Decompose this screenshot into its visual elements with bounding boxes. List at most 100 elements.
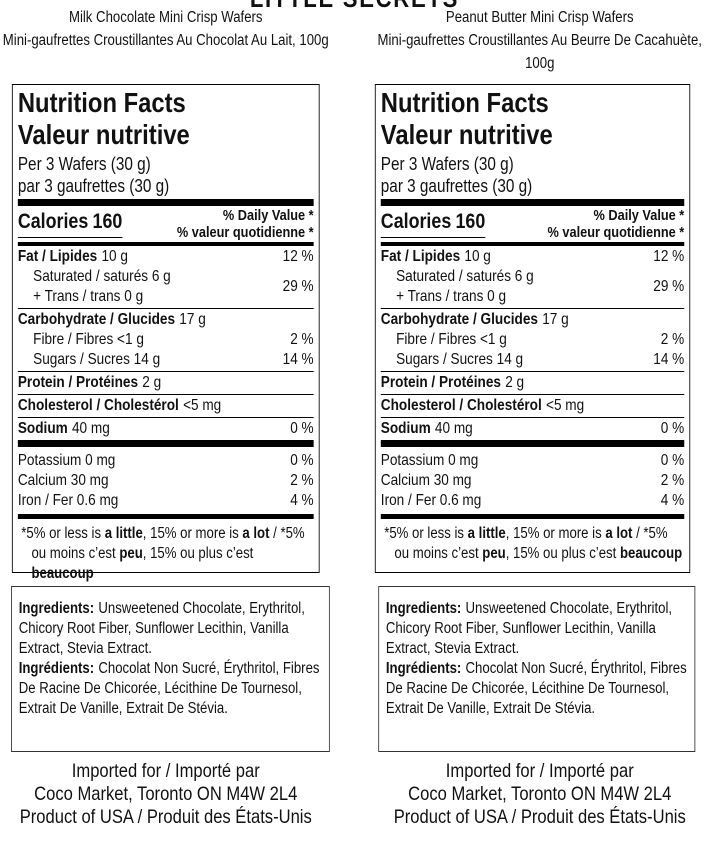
- calories: Calories 160: [17, 210, 123, 238]
- nutrient-amount: 17 g: [542, 311, 569, 328]
- nutrient-label: Carbohydrate / Glucides 17 g: [18, 310, 206, 330]
- nf-title: Nutrition Facts: [380, 87, 549, 118]
- nutrient-amount: 17 g: [179, 311, 206, 328]
- footnote: *5% or less is a little, 15% or more is …: [381, 519, 684, 564]
- daily-value: 0 %: [290, 452, 314, 469]
- calories-label: Calories: [17, 210, 89, 233]
- nutrient-amount: 40 mg: [434, 420, 473, 437]
- ingredients-text-fr: Chocolat Non Sucré, Érythritol, Fibres D…: [18, 660, 320, 717]
- nf-title-fr: Valeur nutritive: [17, 119, 190, 150]
- nutrient-name: + Trans / trans 0 g: [33, 288, 144, 305]
- nutrient-group: Carbohydrate / Glucides 17 g Fibre / Fibre…: [17, 309, 314, 372]
- dv-en: % Daily Value *: [593, 207, 685, 224]
- footnote-part: peu: [482, 545, 506, 562]
- nutrient-name: Potassium 0 mg: [380, 452, 479, 469]
- product-name: Milk Chocolate Mini Crisp Wafers Mini-gau…: [0, 6, 332, 52]
- footer-line: Product of USA / Produit des États-Unis: [19, 806, 312, 828]
- serving-fr: par 3 gaufrettes (30 g): [380, 176, 533, 196]
- nutrient-row: Potassium 0 mg 0 %: [381, 451, 684, 471]
- daily-value: 0 %: [290, 420, 314, 437]
- nutrient-row: Fat / Lipides 10 g 12 %: [18, 247, 314, 267]
- nutrient-row: Fibre / Fibres <1 g 2 %: [18, 330, 314, 350]
- dv-header: % Daily Value *% valeur quotidienne *: [177, 207, 314, 241]
- footnote-part: , 15% ou plus c’est: [142, 545, 254, 562]
- ingredients-label: Ingredients:: [18, 600, 95, 617]
- name-en: Peanut Butter Mini Crisp Wafers: [445, 9, 634, 26]
- nutrient-name: Fat / Lipides: [17, 248, 98, 265]
- footnote-part: peu: [119, 545, 143, 562]
- nutrient-name: Saturated / saturés 6 g: [33, 268, 171, 285]
- nutrient-label: Protein / Protéines 2 g: [18, 373, 161, 393]
- nutrient-name: Fibre / Fibres <1 g: [33, 331, 144, 348]
- nutrient-name: Carbohydrate / Glucides: [17, 311, 176, 328]
- daily-value: 29 %: [282, 278, 314, 295]
- footnote-part: , 15% ou plus c’est: [505, 545, 620, 562]
- footer-line: Imported for / Importé par: [71, 760, 260, 782]
- nutrient-amount: <5 mg: [183, 397, 222, 414]
- nutrient-row: Protein / Protéines 2 g: [381, 373, 684, 393]
- footer-line: Coco Market, Toronto ON M4W 2L4: [34, 783, 298, 805]
- nutrient-label: Fat / Lipides 10 g: [381, 247, 491, 267]
- nutrition-facts: Nutrition Facts Valeur nutritive Per 3 Waf…: [11, 84, 320, 582]
- nutrient-group: Fat / Lipides 10 g 12 % Saturated / saturés…: [380, 246, 685, 309]
- nutrient-name: Saturated / saturés 6 g: [396, 268, 534, 285]
- footnote-part: / *5% ou moins c’est: [31, 525, 305, 562]
- ingredients-fr: Ingrédients: Chocolat Non Sucré, Érythrit…: [386, 659, 688, 719]
- nutrient-name: Calcium 30 mg: [380, 472, 472, 489]
- footnote-part: / *5% ou moins c’est: [394, 525, 668, 562]
- nutrient-name: Sugars / Sucres 14 g: [396, 351, 524, 368]
- nutrient-name: Carbohydrate / Glucides: [380, 311, 538, 328]
- nutrient-row: Sodium 40 mg 0 %: [18, 419, 314, 439]
- ingredients-text: Unsweetened Chocolate, Erythritol, Chico…: [18, 600, 305, 657]
- footnote-part: a lot: [605, 525, 633, 542]
- nutrient-name: + Trans / trans 0 g: [396, 288, 507, 305]
- ingredients: Ingredients: Unsweetened Chocolate, Eryth…: [378, 586, 696, 752]
- dv-fr: % valeur quotidienne *: [547, 224, 685, 241]
- footer-line: Product of USA / Produit des États-Unis: [393, 806, 686, 828]
- nutrient-row: Protein / Protéines 2 g: [18, 373, 314, 393]
- ingredients-fr: Ingrédients: Chocolat Non Sucré, Érythrit…: [19, 659, 322, 719]
- daily-value: 2 %: [290, 331, 314, 348]
- nutrient-label: Sugars / Sucres 14 g: [18, 350, 160, 370]
- nutrient-name: Protein / Protéines: [17, 374, 139, 391]
- nutrient-row: Carbohydrate / Glucides 17 g: [381, 310, 684, 330]
- nutrient-row: Cholesterol / Cholestérol <5 mg: [381, 396, 684, 416]
- nutrient-group: Protein / Protéines 2 g: [17, 372, 314, 395]
- footnote-part: a lot: [242, 525, 270, 542]
- thick-rule: [380, 514, 685, 519]
- daily-value: 0 %: [660, 452, 685, 469]
- nf-title-fr: Valeur nutritive: [380, 119, 553, 150]
- thick-rule: [17, 440, 314, 447]
- footer-line: Coco Market, Toronto ON M4W 2L4: [408, 783, 672, 805]
- calories-row: Calories 160 % Daily Value *% valeur quoti…: [17, 206, 314, 242]
- daily-value: 4 %: [660, 492, 685, 509]
- nutrient-name: Calcium 30 mg: [17, 472, 109, 489]
- ingredients-text: Unsweetened Chocolate, Erythritol, Chico…: [385, 600, 673, 657]
- nutrient-label: Protein / Protéines 2 g: [381, 373, 524, 393]
- footnote-part: *5% or less is: [21, 525, 105, 542]
- nutrient-group: Cholesterol / Cholestérol <5 mg: [380, 395, 685, 418]
- nutrient-label: Calcium 30 mg: [18, 471, 109, 491]
- nutrient-label: Saturated / saturés 6 g + Trans / trans 0…: [18, 267, 171, 307]
- nutrient-name: Iron / Fer 0.6 mg: [380, 492, 482, 509]
- serving: Per 3 Wafers (30 g): [380, 154, 514, 174]
- nutrient-label: Calcium 30 mg: [381, 471, 472, 491]
- nutrient-label: Iron / Fer 0.6 mg: [381, 491, 482, 511]
- dv-en: % Daily Value *: [222, 207, 314, 224]
- nutrient-label: Potassium 0 mg: [18, 451, 116, 471]
- footnote-part: beaucoup: [31, 565, 94, 582]
- nutrient-group: Cholesterol / Cholestérol <5 mg: [17, 395, 314, 418]
- nutrient-row: Calcium 30 mg 2 %: [381, 471, 684, 491]
- calories-label: Calories: [380, 210, 452, 233]
- thick-rule: [17, 514, 314, 519]
- footnote-part: a little: [467, 525, 506, 542]
- calories-value: 160: [455, 210, 486, 233]
- nutrient-row: Calcium 30 mg 2 %: [18, 471, 314, 491]
- serving-fr: par 3 gaufrettes (30 g): [17, 176, 170, 196]
- nutrient-label: Fibre / Fibres <1 g: [381, 330, 507, 350]
- nutrient-name: Cholesterol / Cholestérol: [380, 397, 542, 414]
- product-name: Peanut Butter Mini Crisp Wafers Mini-gauf…: [371, 6, 709, 75]
- nutrient-group: Sodium 40 mg 0 %: [381, 418, 684, 440]
- daily-value: 29 %: [653, 278, 685, 295]
- name-fr: Mini-gaufrettes Croustillantes Au Chocol…: [2, 32, 329, 49]
